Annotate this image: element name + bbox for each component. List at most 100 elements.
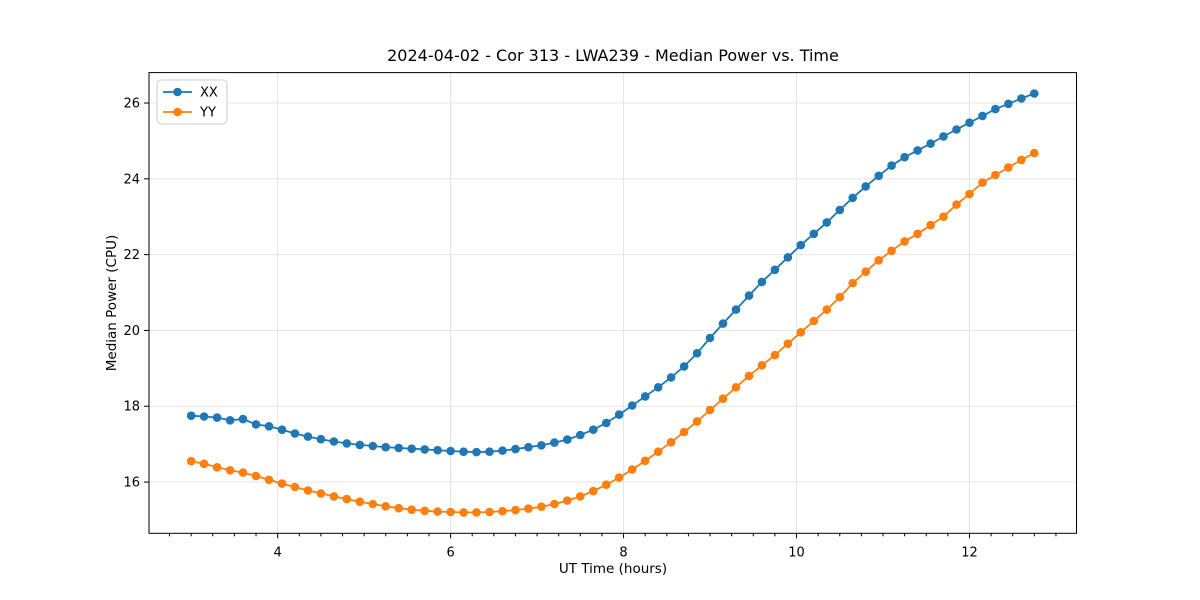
data-point-marker: [666, 437, 676, 447]
data-point-marker: [485, 507, 494, 517]
data-point-marker: [1017, 94, 1026, 103]
data-point-marker: [472, 508, 481, 517]
data-point-marker: [329, 437, 339, 446]
data-point-marker: [965, 189, 974, 199]
data-point-marker: [264, 422, 274, 431]
chart-title: 2024-04-02 - Cor 313 - LWA239 - Median P…: [387, 46, 839, 65]
data-point-marker: [420, 445, 430, 454]
x-tick-label: 4: [273, 545, 281, 560]
data-point-marker: [653, 383, 663, 392]
data-point-marker: [627, 465, 637, 474]
data-point-marker: [757, 361, 767, 370]
data-point-marker: [576, 430, 585, 440]
data-point-marker: [251, 420, 261, 429]
data-point-marker: [822, 305, 832, 314]
data-point-marker: [485, 447, 494, 457]
data-point-marker: [277, 425, 287, 435]
data-point-marker: [303, 432, 313, 441]
data-point-marker: [277, 479, 287, 488]
data-point-marker: [251, 471, 261, 481]
data-point-marker: [459, 508, 468, 517]
data-point-marker: [394, 443, 404, 453]
data-point-marker: [420, 506, 430, 516]
data-point-marker: [511, 444, 520, 454]
data-point-marker: [1030, 148, 1039, 158]
data-point-marker: [602, 480, 611, 490]
data-point-marker: [679, 427, 689, 437]
data-point-marker: [303, 486, 313, 495]
data-point-marker: [407, 444, 417, 454]
data-point-marker: [264, 475, 274, 485]
series-yy-line: [191, 152, 1035, 514]
series-yy: [191, 152, 1035, 514]
axis-ticks: [144, 102, 1057, 539]
data-point-marker: [770, 350, 780, 360]
data-point-marker: [1004, 99, 1013, 109]
legend-item-xx: XX: [163, 86, 218, 101]
data-point-marker: [329, 492, 339, 501]
data-point-marker: [731, 305, 741, 314]
data-point-marker: [796, 328, 806, 337]
y-tick-label: 22: [123, 248, 140, 263]
data-point-marker: [394, 503, 404, 513]
legend-label: XX: [200, 86, 218, 101]
data-point-marker: [653, 447, 663, 457]
data-point-marker: [718, 394, 728, 404]
data-point-marker: [952, 200, 961, 209]
y-tick-label: 16: [123, 476, 140, 491]
data-point-marker: [589, 486, 598, 496]
legend-label: YY: [199, 106, 216, 121]
data-point-marker: [433, 445, 442, 455]
data-point-marker: [614, 410, 624, 419]
series-xx-line: [191, 92, 1035, 454]
data-point-marker: [978, 178, 987, 187]
data-point-marker: [537, 502, 546, 512]
data-point-marker: [926, 139, 935, 148]
x-tick-label: 6: [446, 545, 454, 560]
data-point-marker: [744, 291, 754, 300]
data-point-marker: [1017, 155, 1026, 165]
data-point-marker: [757, 277, 767, 287]
data-point-marker: [900, 237, 909, 246]
x-axis-label: UT Time (hours): [558, 561, 668, 577]
data-point-marker: [614, 473, 624, 482]
data-point-marker: [627, 401, 637, 410]
data-point-marker: [368, 441, 378, 451]
data-point-marker: [913, 146, 922, 155]
y-tick-label: 20: [123, 324, 140, 339]
data-point-marker: [718, 319, 728, 328]
data-point-marker: [446, 446, 455, 456]
data-point-marker: [848, 278, 857, 288]
data-point-marker: [731, 383, 741, 392]
data-point-marker: [550, 438, 559, 447]
data-point-marker: [861, 267, 870, 277]
data-point-marker: [978, 111, 987, 121]
x-tick-label: 10: [788, 545, 805, 560]
data-point-marker: [991, 104, 1000, 114]
data-point-marker: [952, 125, 961, 134]
data-point-marker: [783, 339, 793, 349]
data-point-marker: [290, 429, 300, 438]
data-point-marker: [316, 489, 326, 498]
data-point-marker: [796, 240, 806, 250]
data-point-marker: [939, 132, 948, 141]
data-point-marker: [524, 504, 533, 513]
data-point-marker: [186, 456, 196, 466]
data-point-marker: [342, 494, 352, 504]
data-point-marker: [874, 171, 883, 181]
data-point-marker: [212, 463, 222, 472]
data-point-marker: [783, 252, 793, 262]
data-point-marker: [705, 405, 715, 415]
data-point-marker: [900, 152, 909, 162]
data-point-marker: [199, 412, 209, 421]
data-point-marker: [640, 392, 650, 401]
data-point-marker: [355, 440, 365, 450]
data-point-marker: [550, 499, 559, 509]
data-point-marker: [589, 425, 598, 435]
legend: XX YY: [156, 79, 228, 125]
data-point-marker: [186, 411, 196, 421]
x-tick-label: 12: [961, 545, 978, 560]
data-point-marker: [666, 373, 676, 382]
